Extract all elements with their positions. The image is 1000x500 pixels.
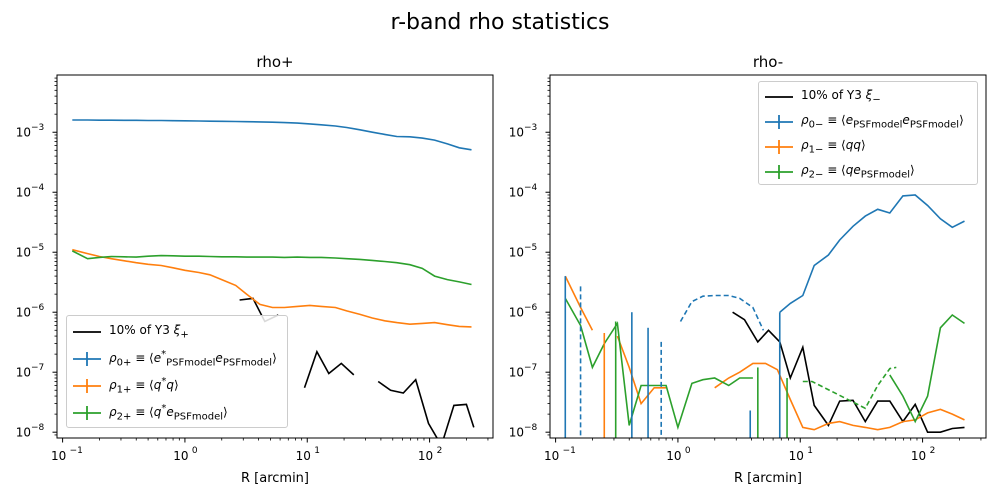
- x-tick-label-exponent: 2: [437, 446, 443, 456]
- y-tick-label: 10: [509, 306, 524, 320]
- series-rho2-line: [71, 250, 472, 286]
- series-rho0-line: [72, 119, 472, 151]
- legend-label: ρ2− ≡ ⟨qePSFmodel⟩: [801, 162, 915, 181]
- rho-plus-axes-frame: [56, 74, 494, 439]
- series-rho2-line: [889, 313, 965, 424]
- rho-plus-panel: rho+ R [arcmin] 10% of Y3 ξ+ ρ0+ ≡ ⟨e*PSF…: [16, 53, 494, 486]
- legend-swatch: [765, 114, 793, 129]
- y-tick-label-exponent: −7: [31, 363, 44, 373]
- x-tick-label-exponent: 1: [314, 446, 320, 456]
- legend-entry: 10% of Y3 ξ+: [71, 318, 283, 345]
- series-rho1-line: [72, 248, 472, 328]
- series-rho1-line: [714, 362, 965, 431]
- series-rho2_neg-line: [802, 366, 897, 410]
- y-tick-label-exponent: −3: [524, 123, 537, 133]
- y-tick-label: 10: [16, 186, 31, 200]
- legend-entry: ρ1− ≡ ⟨qq⟩: [763, 134, 973, 159]
- y-tick-label: 10: [509, 186, 524, 200]
- x-tick-label: 10: [544, 449, 559, 463]
- axes-ticks: 10 −1 10 0 10 1 10 210 −810 −710 −610 −510 −410 −3: [509, 77, 982, 463]
- x-tick-label: 10: [418, 449, 433, 463]
- legend-swatch: [73, 330, 101, 333]
- y-tick-label-exponent: −6: [524, 303, 538, 313]
- legend-swatch: [73, 351, 101, 366]
- rho-plus-plot-area: [71, 119, 475, 438]
- x-tick-label: 10: [911, 449, 926, 463]
- legend-swatch: [73, 405, 101, 420]
- rho-plus-legend: 10% of Y3 ξ+ ρ0+ ≡ ⟨e*PSFmodelePSFmodel⟩ ρ…: [66, 315, 288, 428]
- series-rho1-line: [564, 275, 594, 331]
- y-tick-label: 10: [509, 426, 524, 440]
- y-tick-label: 10: [16, 426, 31, 440]
- axes-ticks: 10 −1 10 0 10 1 10 210 −810 −710 −610 −510 −410 −3: [16, 77, 489, 463]
- rho-minus-panel: rho- R [arcmin] 10% of Y3 ξ− ρ0− ≡ ⟨ePSFm…: [509, 53, 987, 486]
- y-tick-label-exponent: −5: [31, 243, 44, 253]
- x-tick-label: 10: [666, 449, 681, 463]
- y-tick-label-exponent: −8: [31, 423, 45, 433]
- legend-label: ρ2+ ≡ ⟨q*ePSFmodel⟩: [109, 402, 228, 423]
- x-tick-label-exponent: 1: [807, 446, 813, 456]
- y-tick-label: 10: [16, 246, 31, 260]
- legend-label: ρ1+ ≡ ⟨q*q⟩: [109, 375, 179, 396]
- legend-entry: ρ2+ ≡ ⟨q*ePSFmodel⟩: [71, 399, 283, 426]
- x-tick-label-exponent: 2: [930, 446, 936, 456]
- x-tick-label-exponent: 0: [192, 446, 198, 456]
- series-rho1-line: [616, 335, 667, 406]
- y-tick-label-exponent: −6: [31, 303, 45, 313]
- y-tick-label: 10: [16, 366, 31, 380]
- rho-minus-title: rho-: [753, 53, 783, 71]
- x-tick-label: 10: [51, 449, 66, 463]
- series-rho0_neg-line: [679, 294, 765, 331]
- legend-entry: ρ0+ ≡ ⟨e*PSFmodelePSFmodel⟩: [71, 345, 283, 372]
- legend-swatch: [765, 95, 793, 98]
- legend-swatch: [765, 164, 793, 179]
- rho-plus-title: rho+: [256, 53, 293, 71]
- legend-entry: ρ0− ≡ ⟨ePSFmodelePSFmodel⟩: [763, 109, 973, 134]
- rho-minus-plot-area: [564, 194, 965, 438]
- legend-entry: ρ2− ≡ ⟨qePSFmodel⟩: [763, 159, 973, 184]
- series-ref-line: [303, 349, 355, 389]
- legend-label: ρ0− ≡ ⟨ePSFmodelePSFmodel⟩: [801, 112, 964, 131]
- legend-label: 10% of Y3 ξ−: [801, 87, 881, 106]
- legend-label: ρ1− ≡ ⟨qq⟩: [801, 137, 866, 156]
- legend-entry: ρ1+ ≡ ⟨q*q⟩: [71, 372, 283, 399]
- y-tick-label-exponent: −7: [524, 363, 537, 373]
- y-tick-label: 10: [509, 246, 524, 260]
- legend-label: 10% of Y3 ξ+: [109, 322, 189, 341]
- figure-suptitle: r-band rho statistics: [390, 10, 609, 35]
- rho-minus-axes-frame: [549, 74, 987, 439]
- series-rho2-line: [564, 298, 753, 431]
- series-ref-line: [732, 311, 965, 434]
- series-rho0-line: [779, 194, 965, 313]
- y-tick-label-exponent: −4: [524, 183, 538, 193]
- y-tick-label: 10: [16, 306, 31, 320]
- rho-minus-legend: 10% of Y3 ξ− ρ0− ≡ ⟨ePSFmodelePSFmodel⟩ ρ1…: [758, 81, 978, 185]
- x-tick-label-exponent: 0: [685, 446, 691, 456]
- legend-entry: 10% of Y3 ξ−: [763, 84, 973, 109]
- legend-label: ρ0+ ≡ ⟨e*PSFmodelePSFmodel⟩: [109, 348, 277, 369]
- legend-swatch: [765, 139, 793, 154]
- y-tick-label-exponent: −4: [31, 183, 45, 193]
- y-tick-label-exponent: −3: [31, 123, 44, 133]
- x-tick-label: 10: [789, 449, 804, 463]
- rho-plus-xlabel: R [arcmin]: [241, 471, 309, 486]
- x-tick-label: 10: [296, 449, 311, 463]
- y-tick-label: 10: [509, 126, 524, 140]
- y-tick-label: 10: [16, 126, 31, 140]
- x-tick-label: 10: [173, 449, 188, 463]
- series-ref-line: [377, 378, 475, 438]
- x-tick-label-exponent: −1: [70, 446, 83, 456]
- y-tick-label: 10: [509, 366, 524, 380]
- y-tick-label-exponent: −8: [524, 423, 538, 433]
- x-tick-label-exponent: −1: [563, 446, 576, 456]
- rho-minus-xlabel: R [arcmin]: [734, 471, 802, 486]
- legend-swatch: [73, 378, 101, 393]
- y-tick-label-exponent: −5: [524, 243, 537, 253]
